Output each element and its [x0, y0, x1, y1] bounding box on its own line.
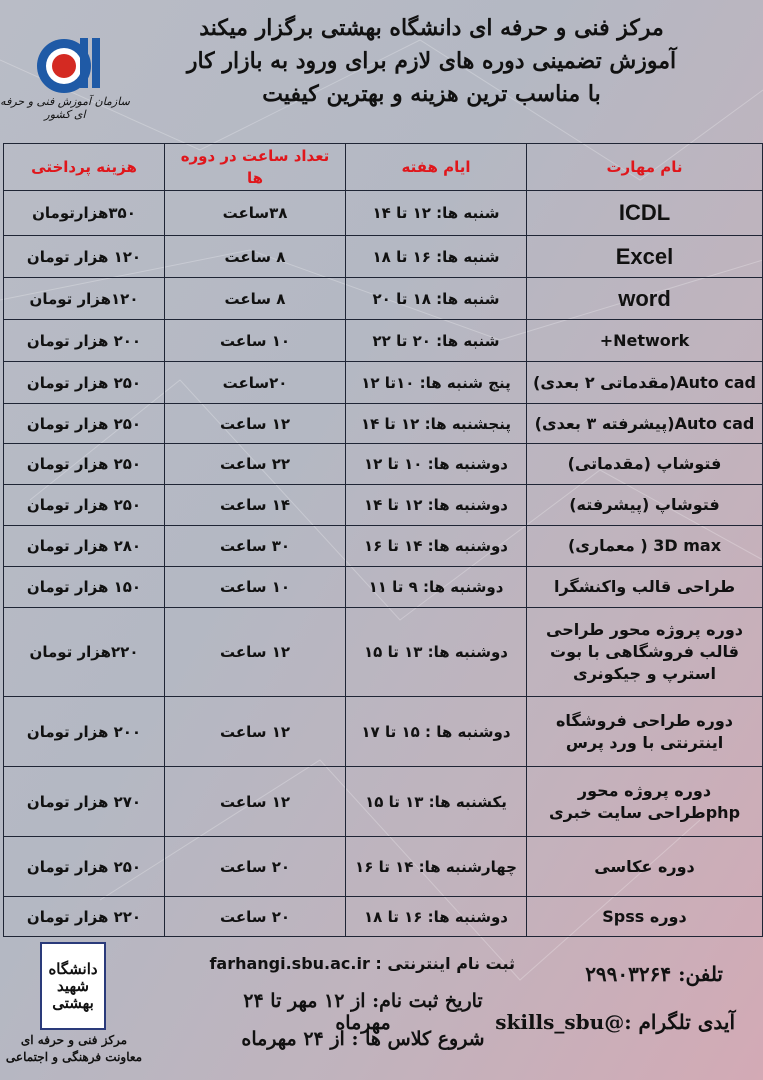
cell-cost: ۲۵۰ هزار تومان [3, 403, 165, 444]
cell-cost: ۲۰۰ هزار تومان [3, 696, 165, 767]
cell-skill-name: فتوشاپ (مقدماتی) [526, 443, 763, 485]
cell-weekdays: چهارشنبه ها: ۱۴ تا ۱۶ [345, 836, 527, 897]
table-row: فتوشاپ (مقدماتی) دوشنبه ها: ۱۰ تا ۱۲ ۲۲ سا… [3, 443, 763, 485]
cell-hours: ۲۰ ساعت [164, 896, 346, 937]
logo-caption: سازمان آموزش فنی و حرفه ای کشور [0, 95, 130, 121]
table-row: دوره Spss دوشنبه ها: ۱۶ تا ۱۸ ۲۰ ساعت ۲۲۰ ه… [3, 896, 763, 937]
header-weekdays: ایام هفته [345, 143, 527, 191]
cell-cost: ۲۲۰ هزار تومان [3, 896, 165, 937]
table-row: دوره پروژه محور طراحی قالب فروشگاهی با ب… [3, 607, 763, 697]
header-hours: تعداد ساعت در دوره ها [164, 143, 346, 191]
table-row: طراحی قالب واکنشگرا دوشنبه ها: ۹ تا ۱۱ ۱۰ … [3, 566, 763, 608]
cell-cost: ۲۸۰ هزار تومان [3, 525, 165, 567]
cell-weekdays: دوشنبه ها: ۱۴ تا ۱۶ [345, 525, 527, 567]
table-row: Excel شنبه ها: ۱۶ تا ۱۸ ۸ ساعت ۱۲۰ هزار توم… [3, 235, 763, 278]
cell-weekdays: دوشنبه ها : ۱۵ تا ۱۷ [345, 696, 527, 767]
university-logo-text: دانشگاه شهید بهشتی [48, 959, 98, 1012]
cell-weekdays: شنبه ها: ۲۰ تا ۲۲ [345, 319, 527, 362]
center-caption: مرکز فنی و حرفه ای معاونت فرهنگی و اجتما… [0, 1032, 148, 1066]
cell-cost: ۱۵۰ هزار تومان [3, 566, 165, 608]
cell-weekdays: یکشنبه ها: ۱۳ تا ۱۵ [345, 766, 527, 837]
cell-skill-name: Network+ [526, 319, 763, 362]
online-registration: ثبت نام اینترنتی : farhangi.sbu.ac.ir [209, 954, 515, 973]
cell-skill-name: دوره طراحی فروشگاه اینترنتی با ورد پرس [526, 696, 763, 767]
header-skill-name: نام مهارت [526, 143, 763, 191]
cell-hours: ۱۲ ساعت [164, 766, 346, 837]
cell-skill-name: Auto cad(پیشرفته ۳ بعدی) [526, 403, 763, 444]
cell-skill-name: طراحی قالب واکنشگرا [526, 566, 763, 608]
table-row: ICDL شنبه ها: ۱۲ تا ۱۴ ۳۸ساعت ۳۵۰هزارتومان [3, 190, 763, 236]
table-row: Auto cad(پیشرفته ۳ بعدی) پنجشنبه ها: ۱۲ ت… [3, 403, 763, 444]
cell-skill-name: دوره عکاسی [526, 836, 763, 897]
cell-hours: ۱۰ ساعت [164, 319, 346, 362]
cell-hours: ۱۰ ساعت [164, 566, 346, 608]
cell-hours: ۱۴ ساعت [164, 484, 346, 526]
cell-hours: ۱۲ ساعت [164, 696, 346, 767]
cell-weekdays: شنبه ها: ۱۶ تا ۱۸ [345, 235, 527, 278]
cell-hours: ۸ ساعت [164, 277, 346, 320]
cell-hours: ۲۰ساعت [164, 361, 346, 404]
cell-hours: ۲۰ ساعت [164, 836, 346, 897]
cell-skill-name: Excel [526, 235, 763, 278]
table-row: فتوشاپ (پیشرفته) دوشنبه ها: ۱۲ تا ۱۴ ۱۴ سا… [3, 484, 763, 526]
cell-skill-name: Auto cad(مقدماتی ۲ بعدی) [526, 361, 763, 404]
cell-cost: ۲۰۰ هزار تومان [3, 319, 165, 362]
cell-weekdays: دوشنبه ها: ۱۶ تا ۱۸ [345, 896, 527, 937]
courses-table: نام مهارت ایام هفته تعداد ساعت در دوره ه… [3, 143, 763, 937]
cell-cost: ۲۵۰ هزار تومان [3, 484, 165, 526]
cell-weekdays: شنبه ها: ۱۸ تا ۲۰ [345, 277, 527, 320]
center-caption-line-2: معاونت فرهنگی و اجتماعی [5, 1050, 143, 1064]
cell-cost: ۲۷۰ هزار تومان [3, 766, 165, 837]
table-row: 3D max ( معماری) دوشنبه ها: ۱۴ تا ۱۶ ۳۰ سا… [3, 525, 763, 567]
tvto-logo [34, 34, 112, 114]
cell-skill-name: 3D max ( معماری) [526, 525, 763, 567]
header-line-3: با مناسب ترین هزینه و بهترین کیفیت [262, 81, 601, 107]
table-row: دوره عکاسی چهارشنبه ها: ۱۴ تا ۱۶ ۲۰ ساعت ۲۵… [3, 836, 763, 897]
table-header-row: نام مهارت ایام هفته تعداد ساعت در دوره ه… [3, 143, 763, 191]
cell-cost: ۲۵۰ هزار تومان [3, 836, 165, 897]
cell-hours: ۱۲ ساعت [164, 403, 346, 444]
class-start-date: شروع کلاس ها : از ۲۴ مهرماه [241, 1028, 485, 1050]
cell-cost: ۱۲۰ هزار تومان [3, 235, 165, 278]
cell-weekdays: پنج شنبه ها: ۱۰تا ۱۲ [345, 361, 527, 404]
cell-hours: ۳۸ساعت [164, 190, 346, 236]
table-row: دوره پروژه محور phpطراحی سایت خبری یکشنبه… [3, 766, 763, 837]
table-row: دوره طراحی فروشگاه اینترنتی با ورد پرس دو… [3, 696, 763, 767]
cell-cost: ۲۵۰ هزار تومان [3, 361, 165, 404]
cell-skill-name: دوره پروژه محور طراحی قالب فروشگاهی با ب… [526, 607, 763, 697]
phone-number: تلفن: ۲۹۹۰۳۲۶۴ [585, 962, 723, 986]
header-line-1: مرکز فنی و حرفه ای دانشگاه بهشتی برگزار … [199, 15, 664, 41]
table-row: Network+ شنبه ها: ۲۰ تا ۲۲ ۱۰ ساعت ۲۰۰ هزار… [3, 319, 763, 362]
cell-hours: ۸ ساعت [164, 235, 346, 278]
cell-hours: ۲۲ ساعت [164, 443, 346, 485]
cell-skill-name: ICDL [526, 190, 763, 236]
cell-weekdays: دوشنبه ها: ۹ تا ۱۱ [345, 566, 527, 608]
header-line-2: آموزش تضمینی دوره های لازم برای ورود به … [186, 48, 677, 74]
sbu-university-logo: دانشگاه شهید بهشتی [40, 942, 106, 1030]
cell-weekdays: پنجشنبه ها: ۱۲ تا ۱۴ [345, 403, 527, 444]
poster-header: مرکز فنی و حرفه ای دانشگاه بهشتی برگزار … [120, 8, 743, 111]
footer: تلفن: ۲۹۹۰۳۲۶۴ آیدی تلگرام :@skills_sbu … [0, 936, 763, 1080]
cell-cost: ۲۵۰ هزار تومان [3, 443, 165, 485]
cell-skill-name: دوره پروژه محور phpطراحی سایت خبری [526, 766, 763, 837]
cell-skill-name: فتوشاپ (پیشرفته) [526, 484, 763, 526]
cell-cost: ۲۲۰هزار تومان [3, 607, 165, 697]
cell-weekdays: دوشنبه ها: ۱۳ تا ۱۵ [345, 607, 527, 697]
cell-skill-name: دوره Spss [526, 896, 763, 937]
cell-hours: ۳۰ ساعت [164, 525, 346, 567]
center-caption-line-1: مرکز فنی و حرفه ای [20, 1033, 128, 1047]
cell-hours: ۱۲ ساعت [164, 607, 346, 697]
cell-weekdays: شنبه ها: ۱۲ تا ۱۴ [345, 190, 527, 236]
table-row: word شنبه ها: ۱۸ تا ۲۰ ۸ ساعت ۱۲۰هزار تومان [3, 277, 763, 320]
table-row: Auto cad(مقدماتی ۲ بعدی) پنج شنبه ها: ۱۰ت… [3, 361, 763, 404]
cell-cost: ۳۵۰هزارتومان [3, 190, 165, 236]
registration-dates: تاریخ ثبت نام: از ۱۲ مهر تا ۲۴ مهرماه [243, 990, 483, 1034]
telegram-id: آیدی تلگرام :@skills_sbu [495, 1010, 735, 1034]
cell-weekdays: دوشنبه ها: ۱۰ تا ۱۲ [345, 443, 527, 485]
cell-skill-name: word [526, 277, 763, 320]
cell-weekdays: دوشنبه ها: ۱۲ تا ۱۴ [345, 484, 527, 526]
header-cost: هزینه پرداختی [3, 143, 165, 191]
cell-cost: ۱۲۰هزار تومان [3, 277, 165, 320]
